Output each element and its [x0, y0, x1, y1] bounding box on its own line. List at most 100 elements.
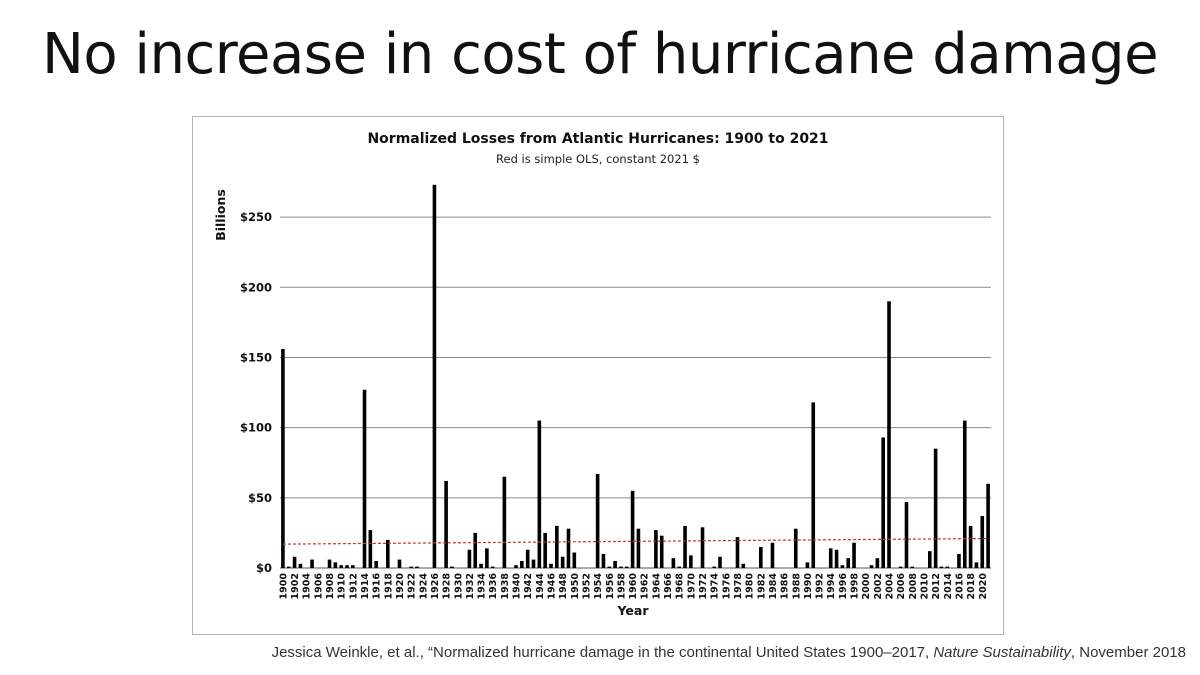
bar-1918: [386, 539, 390, 568]
bar-1959: [624, 566, 629, 568]
y-tick-label: $50: [248, 491, 272, 505]
bar-2012: [933, 448, 938, 568]
x-tick-label: 1966: [663, 573, 674, 600]
x-tick-label: 1974: [710, 573, 721, 600]
x-tick-label: 1922: [407, 573, 418, 599]
citation-suffix: , November 2018: [1070, 644, 1186, 661]
bar-1994: [828, 548, 833, 568]
x-tick-label: 1926: [430, 573, 441, 600]
bar-1943: [531, 559, 536, 568]
x-tick-label: 1968: [675, 573, 686, 600]
bar-1905: [310, 559, 314, 568]
x-tick-label: 1984: [768, 573, 779, 600]
bar-1972: [700, 527, 705, 568]
x-tick-label: 1906: [313, 573, 324, 600]
x-tick-label: 1904: [302, 573, 313, 600]
x-tick-label: 1998: [850, 573, 861, 600]
x-tick-label: 1986: [780, 573, 791, 600]
bar-2004: [887, 301, 891, 568]
bar-1933: [473, 532, 478, 568]
bar-1955: [601, 553, 606, 568]
x-tick-label: 1996: [838, 573, 849, 600]
x-tick-label: 1950: [570, 573, 581, 600]
x-tick-label: 2018: [966, 573, 977, 600]
x-axis-ticks: 1900 1902 1904 1906 1908 1910 1912 1914 1916 1918…: [278, 573, 988, 600]
bar-1926: [432, 184, 437, 568]
bar-1970: [689, 555, 693, 568]
x-tick-label: 1956: [605, 573, 616, 600]
bar-1975: [718, 556, 722, 568]
bar-1915: [368, 530, 373, 568]
bar-1996: [840, 565, 845, 568]
x-tick-label: 1940: [512, 573, 523, 600]
x-tick-label: 1908: [325, 573, 336, 600]
y-tick-label: $250: [240, 210, 272, 224]
bar-1990: [805, 562, 810, 568]
x-tick-label: 1952: [581, 573, 592, 599]
trend-layer: [282, 537, 989, 545]
bar-1949: [566, 528, 571, 568]
bar-1938: [502, 476, 507, 568]
bar-1979: [741, 563, 746, 568]
x-tick-label: 1954: [593, 573, 604, 600]
bar-1998: [852, 542, 856, 568]
bar-2020: [980, 516, 985, 568]
x-tick-label: 1932: [465, 573, 476, 599]
x-tick-label: 1962: [640, 573, 651, 599]
y-tick-label: $200: [240, 280, 272, 294]
chart-frame: Normalized Losses from Atlantic Hurrican…: [192, 116, 1004, 635]
x-tick-label: 1910: [337, 573, 348, 600]
bar-1901: [286, 566, 291, 568]
bar-2003: [881, 437, 885, 568]
bar-1947: [555, 525, 559, 568]
bar-1968: [677, 566, 682, 568]
bar-2016: [957, 553, 961, 568]
x-tick-label: 1948: [558, 573, 569, 600]
bar-1961: [636, 528, 641, 568]
bar-1950: [572, 552, 577, 568]
x-tick-label: 1912: [348, 573, 359, 599]
x-tick-label: 1902: [290, 573, 301, 599]
bar-1969: [683, 525, 687, 568]
bar-1982: [758, 546, 763, 568]
bar-1923: [415, 566, 419, 568]
x-tick-label: 1934: [477, 573, 488, 600]
bar-2006: [898, 566, 903, 568]
bar-1991: [811, 402, 816, 568]
bar-1974: [712, 566, 716, 568]
bar-1945: [543, 532, 547, 568]
y-axis-label: Billions: [213, 189, 228, 241]
bar-1920: [397, 559, 402, 568]
x-tick-label: 1924: [418, 573, 429, 600]
x-tick-label: 1958: [616, 573, 627, 600]
bar-1995: [834, 549, 839, 568]
bar-1978: [735, 537, 740, 568]
x-axis-label: Year: [617, 603, 650, 618]
x-tick-label: 1936: [488, 573, 499, 600]
bar-1964: [654, 530, 658, 568]
bar-2002: [875, 558, 880, 568]
x-tick-label: 1972: [698, 573, 709, 599]
x-tick-label: 1946: [546, 573, 557, 600]
bar-1944: [537, 420, 542, 568]
citation-journal: Nature Sustainability: [933, 644, 1071, 661]
x-tick-label: 1982: [756, 573, 767, 599]
bar-1988: [793, 528, 798, 568]
bars: [281, 184, 990, 568]
bar-1914: [362, 389, 367, 568]
x-tick-label: 1918: [383, 573, 394, 600]
chart-title: Normalized Losses from Atlantic Hurrican…: [367, 131, 828, 147]
bar-1936: [490, 566, 495, 568]
bar-1909: [333, 562, 338, 568]
x-tick-label: 1970: [686, 573, 697, 600]
bar-2008: [910, 566, 915, 568]
x-tick-label: 1964: [651, 573, 662, 600]
bar-1934: [479, 563, 483, 568]
bar-1941: [520, 560, 524, 568]
bar-1942: [525, 549, 530, 568]
x-tick-label: 2004: [885, 573, 896, 600]
bar-2019: [974, 562, 979, 568]
bar-1902: [292, 556, 297, 568]
bar-1965: [659, 535, 664, 568]
bar-1956: [607, 566, 612, 568]
